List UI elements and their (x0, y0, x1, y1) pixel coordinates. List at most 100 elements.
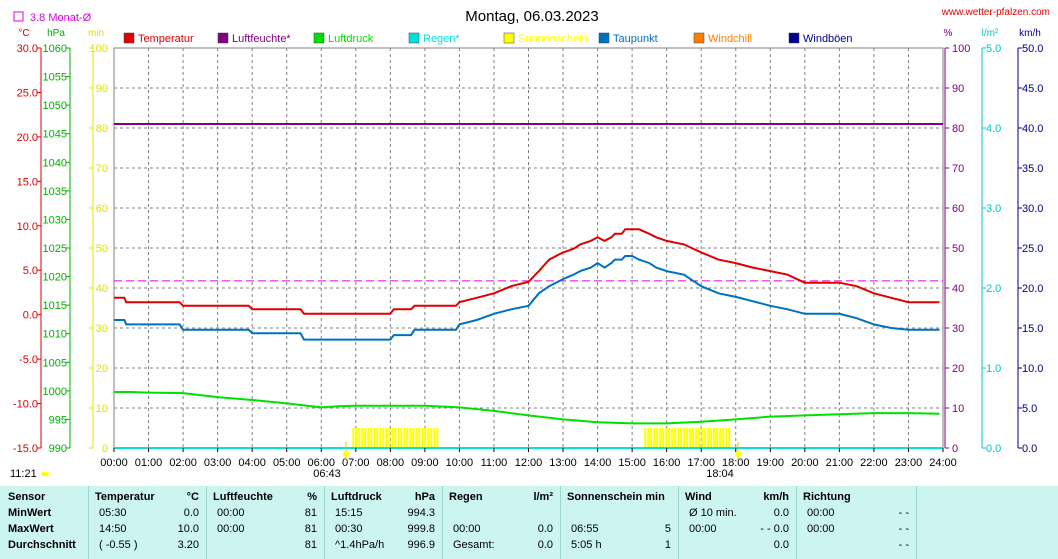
stats-cell-value: 1 (664, 539, 671, 551)
statistics-table: Sensor MinWert MaxWert Durchschnitt Temperat… (0, 486, 1058, 559)
sunshine-bar (406, 428, 409, 448)
sunshine-bar (644, 428, 647, 448)
legend-label: Sonnenschein (518, 33, 588, 45)
sun-icon (41, 471, 49, 477)
humidity-tick-label: 20 (952, 363, 964, 375)
series-line (114, 255, 940, 341)
sunrise-marker (343, 451, 350, 457)
x-tick-label: 05:00 (273, 457, 301, 469)
stats-header: Sensor (8, 491, 46, 503)
stats-column: Luftfeuchte% 00:00 81 00:00 81 81 (206, 486, 325, 559)
x-tick-label: 00:00 (100, 457, 128, 469)
chart-axes: °C 30.0 25.0 20.0 15.0 10.0 5.0 0.0 -5.0 -10.0 -15… (13, 28, 1044, 455)
sunshine-bar (397, 428, 400, 448)
sunshine-tick-label: 0 (102, 443, 108, 455)
chart-marks (114, 123, 943, 449)
stats-cell: 00:00 (689, 523, 717, 535)
stats-cell-value: 0.0 (537, 539, 553, 551)
temp-tick-label: 10.0 (17, 221, 38, 233)
sunshine-bar (725, 428, 728, 448)
x-tick-label: 12:00 (515, 457, 543, 469)
stats-cell-value: 0.0 (773, 539, 789, 551)
legend-swatch (123, 32, 135, 44)
wind-tick-label: 0.0 (1022, 443, 1037, 455)
sunrise-time-label: 06:43 (313, 468, 341, 480)
legend-swatch (217, 32, 229, 44)
stats-header-unit: hPa (414, 491, 435, 503)
stats-cell-value: 5 (664, 523, 671, 535)
sunshine-bar (665, 428, 668, 448)
sunshine-bar (686, 428, 689, 448)
x-tick-label: 24:00 (929, 457, 957, 469)
pressure-tick-label: 990 (49, 443, 67, 455)
sunshine-bar (436, 428, 439, 448)
stats-cell: 00:00 (217, 523, 245, 535)
sunshine-bar (722, 428, 725, 448)
sunshine-bar (424, 428, 427, 448)
stats-row-label: Durchschnitt (8, 539, 76, 551)
sunshine-bar (680, 428, 683, 448)
stats-cell: Gesamt: (453, 539, 495, 551)
sun-markers: 06:43 18:04 11:21 (10, 442, 742, 480)
rain-tick-label: 0.0 (986, 443, 1001, 455)
stats-cell-value: - - (898, 507, 909, 519)
humidity-tick-label: 70 (952, 163, 964, 175)
sunshine-bar (716, 428, 719, 448)
stats-header: Luftfeuchte (213, 491, 273, 503)
temp-axis-unit: °C (18, 28, 29, 39)
legend-label: Taupunkt (613, 33, 658, 45)
stats-header-unit: °C (186, 491, 199, 503)
stats-column: Sensor MinWert MaxWert Durchschnitt (0, 486, 88, 559)
stats-cell-value: 0.0 (773, 507, 789, 519)
stats-cell: 06:55 (571, 523, 599, 535)
series-line (114, 391, 940, 425)
sunshine-bar (659, 428, 662, 448)
humidity-tick-label: 40 (952, 283, 964, 295)
stats-cell: 15:15 (335, 507, 363, 519)
last-update-label: 11:21 (10, 468, 37, 480)
x-tick-label: 19:00 (757, 457, 785, 469)
pressure-tick-label: 1055 (43, 72, 67, 84)
sunshine-bar (719, 428, 722, 448)
sunset-marker (735, 451, 742, 457)
sunshine-bar (427, 428, 430, 448)
x-tick-label: 21:00 (826, 457, 854, 469)
pressure-tick-label: 1050 (43, 100, 67, 112)
monthly-avg-legend-label: 3.8 Monat-Ø (30, 12, 92, 24)
pressure-tick-label: 1025 (43, 243, 67, 255)
x-tick-label: 23:00 (895, 457, 923, 469)
weather-chart: Montag, 06.03.2023 www.wetter-pfalzen.co… (10, 7, 1050, 480)
rain-tick-label: 2.0 (986, 283, 1001, 295)
wind-axis-unit: km/h (1019, 28, 1041, 39)
temp-tick-label: -10.0 (13, 399, 38, 411)
x-tick-label: 10:00 (446, 457, 474, 469)
humidity-tick-label: 60 (952, 203, 964, 215)
humidity-tick-label: 30 (952, 323, 964, 335)
stats-header-unit: l/m² (533, 491, 553, 503)
temp-tick-label: 30.0 (17, 43, 38, 55)
temp-tick-label: 15.0 (17, 176, 38, 188)
humidity-tick-label: 80 (952, 123, 964, 135)
wind-tick-label: 40.0 (1022, 123, 1043, 135)
sunshine-bar (677, 428, 680, 448)
legend-label: Windchill (708, 33, 752, 45)
pressure-tick-label: 1060 (43, 43, 67, 55)
stats-column: Luftdruck hPa 15:15 994.3 00:30 999.8 ^1.4hPa/… (324, 486, 443, 559)
wind-tick-label: 35.0 (1022, 163, 1043, 175)
wind-tick-label: 30.0 (1022, 203, 1043, 215)
humidity-tick-label: 90 (952, 83, 964, 95)
pressure-tick-label: 1000 (43, 386, 67, 398)
x-tick-label: 01:00 (135, 457, 163, 469)
stats-header: Sonnenschein min (567, 491, 665, 503)
sunshine-bar (653, 428, 656, 448)
pressure-tick-label: 1035 (43, 186, 67, 198)
sunshine-bar (376, 428, 379, 448)
temp-tick-label: 20.0 (17, 132, 38, 144)
sunshine-bar (409, 428, 412, 448)
pressure-tick-label: 1020 (43, 272, 67, 284)
sunshine-bar (662, 428, 665, 448)
stats-cell: 00:00 (453, 523, 481, 535)
stats-cell: 00:00 (807, 523, 835, 535)
sunshine-bar (403, 428, 406, 448)
pressure-tick-label: 1045 (43, 129, 67, 141)
